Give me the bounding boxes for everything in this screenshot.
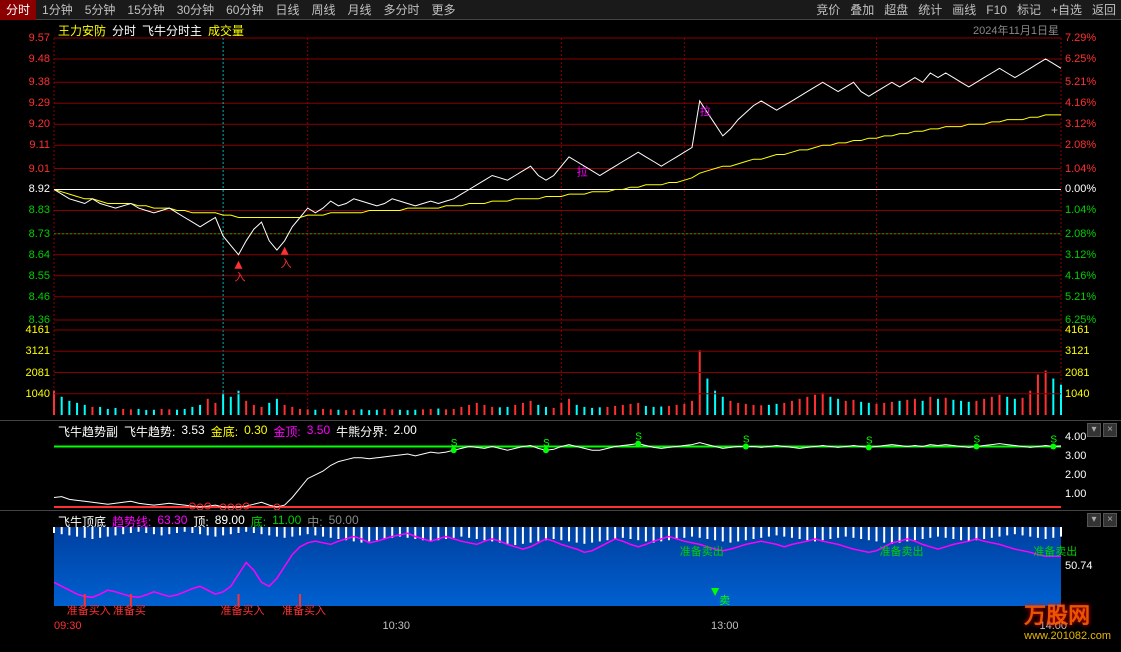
indicator2-axis: 50.74 [1061, 511, 1121, 620]
tool-tab[interactable]: 画线 [947, 0, 981, 20]
timeframe-tabs: 分时1分钟5分钟15分钟30分钟60分钟日线周线月线多分时更多 [0, 0, 462, 20]
tool-tab[interactable]: F10 [981, 0, 1012, 20]
timeframe-tab[interactable]: 分时 [0, 0, 36, 20]
timeframe-tab[interactable]: 5分钟 [79, 0, 122, 20]
svg-text:入: 入 [234, 272, 245, 284]
indicator1-title: 飞牛趋势副飞牛趋势:3.53金底:0.30金顶:3.50牛熊分界:2.00 [58, 423, 417, 440]
svg-text:拉: 拉 [577, 165, 588, 179]
svg-text:S: S [866, 435, 873, 446]
svg-text:S: S [543, 438, 550, 449]
svg-text:准备买入: 准备买入 [220, 603, 264, 617]
tool-tab[interactable]: 标记 [1012, 0, 1046, 20]
panel-down-icon[interactable]: ▾ [1087, 513, 1101, 527]
tool-tab[interactable]: 统计 [913, 0, 947, 20]
timeframe-tab[interactable]: 30分钟 [171, 0, 220, 20]
main-title: 王力安防分时飞牛分时主成交量 [58, 22, 244, 39]
svg-text:卖: 卖 [719, 594, 730, 607]
pct-axis-right: 7.29%6.25%5.21%4.16%3.12%2.08%1.04%0.00%… [1061, 20, 1121, 420]
svg-text:拉: 拉 [700, 104, 711, 118]
timeframe-tab[interactable]: 1分钟 [36, 0, 79, 20]
time-tick: 10:30 [382, 620, 410, 636]
tool-tab[interactable]: 叠加 [845, 0, 879, 20]
svg-text:S: S [973, 434, 980, 445]
tool-tab[interactable]: 超盘 [879, 0, 913, 20]
time-axis: 09:30 10:30 13:00 14:00 [0, 620, 1121, 636]
indicator1-controls: ▾ × [1087, 423, 1117, 437]
time-tick: 14:00 [1039, 620, 1067, 636]
timeframe-tab[interactable]: 15分钟 [121, 0, 170, 20]
svg-text:准备买入: 准备买入 [67, 603, 111, 617]
timeframe-tab[interactable]: 日线 [269, 0, 305, 20]
timeframe-tab[interactable]: 周线 [305, 0, 341, 20]
indicator2-panel: 飞牛顶底趋势线:63.30顶:89.00底:11.00中:50.00 ▾ × 5… [0, 510, 1121, 620]
date-label: 2024年11月1日星 [973, 22, 1059, 38]
top-toolbar: 分时1分钟5分钟15分钟30分钟60分钟日线周线月线多分时更多 竞价叠加超盘统计… [0, 0, 1121, 20]
svg-text:S: S [635, 432, 642, 443]
tool-tabs: 竞价叠加超盘统计画线F10标记+自选返回 [811, 0, 1121, 20]
main-chart-svg[interactable]: 拉拉入入 [0, 20, 1121, 420]
indicator1-panel: 飞牛趋势副飞牛趋势:3.53金底:0.30金顶:3.50牛熊分界:2.00 ▾ … [0, 420, 1121, 510]
svg-text:S: S [451, 438, 458, 449]
svg-text:准备买入: 准备买入 [282, 603, 326, 617]
svg-text:准备卖出: 准备卖出 [880, 544, 924, 558]
svg-text:S: S [1050, 434, 1057, 445]
time-tick: 13:00 [711, 620, 739, 636]
svg-text:准备卖出: 准备卖出 [680, 544, 724, 558]
tool-tab[interactable]: +自选 [1046, 0, 1087, 20]
time-tick: 09:30 [54, 620, 82, 636]
svg-text:入: 入 [281, 258, 292, 270]
panel-close-icon[interactable]: × [1103, 423, 1117, 437]
price-axis-left: 9.579.489.389.299.209.119.018.928.838.73… [0, 20, 54, 420]
indicator2-controls: ▾ × [1087, 513, 1117, 527]
panel-down-icon[interactable]: ▾ [1087, 423, 1101, 437]
indicator2-title: 飞牛顶底趋势线:63.30顶:89.00底:11.00中:50.00 [58, 513, 359, 530]
tool-tab[interactable]: 竞价 [811, 0, 845, 20]
main-chart: 王力安防分时飞牛分时主成交量 2024年11月1日星 9.579.489.389… [0, 20, 1121, 420]
svg-text:S: S [743, 434, 750, 445]
timeframe-tab[interactable]: 多分时 [378, 0, 426, 20]
panel-close-icon[interactable]: × [1103, 513, 1117, 527]
timeframe-tab[interactable]: 60分钟 [220, 0, 269, 20]
svg-text:准备买: 准备买 [113, 603, 146, 617]
tool-tab[interactable]: 返回 [1087, 0, 1121, 20]
timeframe-tab[interactable]: 更多 [426, 0, 462, 20]
timeframe-tab[interactable]: 月线 [342, 0, 378, 20]
